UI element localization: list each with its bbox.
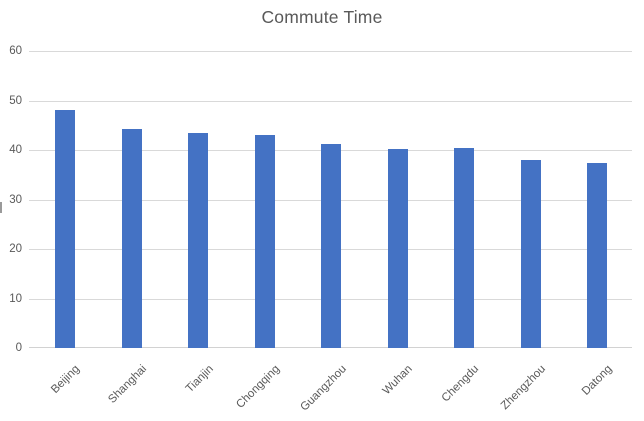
- bar-beijing: [55, 110, 75, 348]
- gridline-50: [29, 101, 632, 102]
- x-tick-label-datong: Datong: [579, 363, 615, 398]
- x-tick-label-wuhan: Wuhan: [380, 363, 415, 398]
- y-axis-title-clipped-fragment: [0, 202, 2, 213]
- x-tick-label-guangzhou: Guangzhou: [297, 363, 349, 414]
- x-tick-label-beijing: Beijing: [49, 363, 83, 396]
- bar-shanghai: [121, 129, 142, 348]
- bar-guangzhou: [321, 143, 341, 348]
- gridline-60: [29, 51, 632, 52]
- y-tick-label-40: 40: [9, 144, 22, 156]
- bar-chengdu: [454, 148, 474, 348]
- bar-datong: [587, 162, 607, 348]
- chart-title: Commute Time: [261, 7, 383, 27]
- bar-tianjin: [188, 132, 208, 348]
- bar-wuhan: [387, 148, 408, 348]
- y-tick-label-10: 10: [9, 293, 22, 305]
- x-tick-label-zhengzhou: Zhengzhou: [498, 363, 548, 413]
- x-tick-label-chongqing: Chongqing: [234, 363, 282, 411]
- y-tick-label-20: 20: [9, 243, 22, 255]
- y-tick-label-30: 30: [9, 194, 22, 206]
- x-tick-label-tianjin: Tianjin: [183, 363, 216, 396]
- x-tick-label-chengdu: Chengdu: [439, 363, 482, 405]
- bar-zhengzhou: [520, 159, 541, 348]
- bar-chongqing: [254, 135, 275, 348]
- y-tick-label-60: 60: [9, 45, 22, 57]
- y-tick-label-50: 50: [9, 95, 22, 107]
- y-tick-label-0: 0: [15, 342, 22, 354]
- x-tick-label-shanghai: Shanghai: [106, 363, 149, 406]
